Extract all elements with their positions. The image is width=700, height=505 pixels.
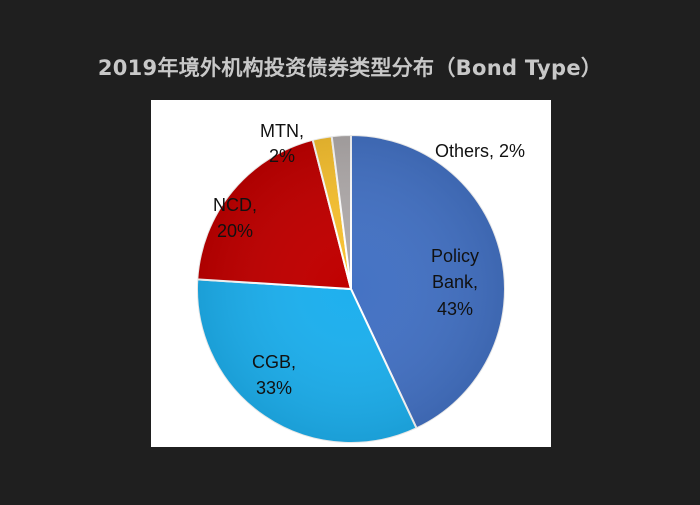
pie-shading	[197, 135, 505, 443]
data-label-policy-bank: Policy Bank, 43%	[431, 246, 479, 319]
chart-panel: Policy Bank, 43% CGB, 33% NCD, 20% MTN, 2% Others…	[151, 100, 551, 447]
chart-title: 2019年境外机构投资债券类型分布（Bond Type）	[97, 56, 603, 80]
data-label-mtn: MTN, 2%	[260, 121, 304, 166]
pie-chart: Policy Bank, 43% CGB, 33% NCD, 20%MTN, 2% Others…	[195, 121, 525, 444]
data-label-others: Others, 2%	[435, 141, 525, 161]
pie-labels: Policy Bank, 43% CGB, 33% NCD, 20%MTN, 2% Others…	[213, 121, 525, 398]
data-label-cgb: CGB, 33%	[252, 352, 296, 398]
data-label-ncd: NCD, 20%	[213, 195, 257, 241]
